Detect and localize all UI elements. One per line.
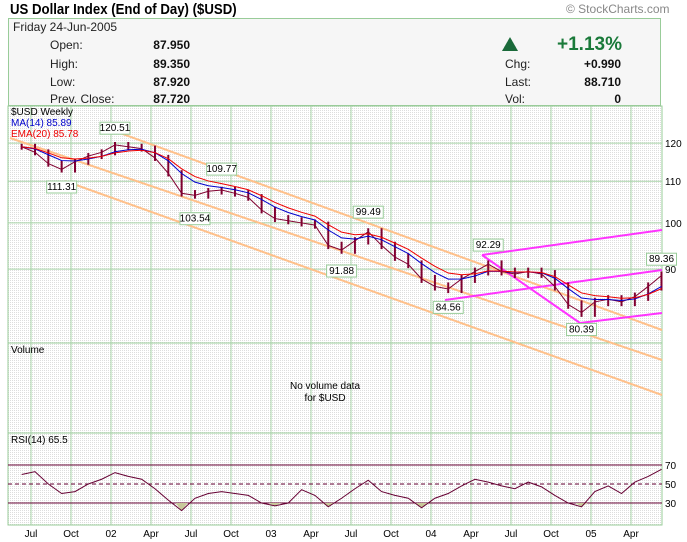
percent-change: +1.13%: [557, 34, 622, 55]
price-annotation-box: [432, 300, 464, 314]
volume-value: 0: [614, 92, 621, 106]
low-label: Low:: [50, 75, 76, 89]
volume-panel: [7, 342, 663, 434]
price-tick-label: 100: [665, 219, 682, 230]
rsi-line: [21, 468, 662, 512]
price-annotation-box: [646, 252, 678, 266]
x-tick-label: 03: [265, 529, 277, 540]
low-value: 87.920: [153, 75, 190, 89]
price-annotation-box: [179, 212, 211, 226]
trend-channel-line: [64, 180, 663, 396]
price-annotation: 92.29: [476, 240, 501, 251]
last-label: Last:: [505, 75, 532, 89]
rsi-oversold-fill: [415, 503, 428, 508]
chart-title: US Dollar Index (End of Day) ($USD): [10, 1, 237, 18]
ma-line: [21, 146, 662, 301]
open-label: Open:: [50, 38, 83, 52]
x-tick-label: Apr: [303, 529, 319, 540]
price-annotation: 91.88: [329, 266, 354, 277]
x-tick-label: Oct: [63, 529, 79, 540]
price-annotation: 89.36: [649, 254, 674, 265]
price-tick-label: 120: [665, 139, 682, 150]
x-tick-label: Oct: [223, 529, 239, 540]
pitchfork-line: [481, 254, 581, 324]
change-label: Chg:: [505, 57, 531, 71]
high-label: High:: [50, 57, 79, 71]
price-annotation-box: [472, 238, 504, 252]
price-annotation: 120.51: [100, 123, 131, 134]
x-tick-label: Jul: [505, 529, 518, 540]
x-tick-label: 05: [585, 529, 597, 540]
open-value: 87.950: [153, 38, 190, 52]
price-annotation-box: [352, 205, 384, 219]
no-volume-message-2: for $USD: [304, 393, 345, 404]
x-tick-label: Oct: [383, 529, 399, 540]
trend-channel-line: [9, 137, 663, 361]
no-volume-message: No volume data: [290, 381, 360, 392]
quote-date: Friday 24-Jun-2005: [13, 20, 118, 34]
x-tick-label: 04: [425, 529, 437, 540]
rsi-oversold-fill: [175, 503, 188, 511]
price-annotation: 99.49: [356, 207, 381, 218]
x-tick-label: Jul: [25, 529, 38, 540]
price-annotation-box: [206, 162, 238, 176]
prev-close-value: 87.720: [153, 92, 190, 106]
price-annotation: 84.56: [436, 302, 461, 313]
price-panel: [7, 105, 663, 344]
rsi-tick-label: 30: [665, 499, 677, 510]
price-annotation-box: [566, 323, 598, 337]
ema-line: [21, 146, 662, 299]
up-arrow-icon: [502, 37, 518, 51]
volume-panel-label: Volume: [11, 345, 45, 356]
price-annotation-box: [99, 121, 131, 135]
rsi-panel: [7, 432, 663, 526]
price-annotation-box: [326, 264, 358, 278]
volume-label: Vol:: [505, 92, 526, 106]
price-annotation-box: [46, 180, 78, 194]
rsi-tick-label: 70: [665, 461, 677, 472]
price-annotation: 80.39: [569, 325, 594, 336]
price-annotation: 111.31: [47, 182, 77, 193]
pitchfork-line: [481, 229, 663, 256]
pitchfork-line: [579, 312, 663, 324]
price-tick-label: 90: [665, 265, 677, 276]
x-tick-label: Jul: [345, 529, 358, 540]
high-value: 89.350: [153, 57, 190, 71]
price-line: [21, 144, 662, 314]
x-tick-label: Jul: [185, 529, 198, 540]
price-annotation: 109.77: [206, 164, 237, 175]
rsi-oversold-fill: [268, 503, 281, 506]
x-tick-label: Oct: [543, 529, 559, 540]
x-tick-label: Apr: [143, 529, 159, 540]
price-annotation: 103.54: [180, 214, 211, 225]
last-value: 88.710: [584, 75, 621, 89]
prev-close-label: Prev. Close:: [50, 92, 115, 106]
x-tick-label: 02: [105, 529, 117, 540]
rsi-tick-label: 50: [665, 480, 677, 491]
rsi-panel-label: RSI(14) 65.5: [11, 435, 68, 446]
x-tick-label: Apr: [623, 529, 639, 540]
x-tick-label: Apr: [463, 529, 479, 540]
change-value: +0.990: [583, 57, 621, 71]
price-panel-label: $USD Weekly: [11, 107, 73, 118]
price-tick-label: 110: [665, 177, 681, 188]
ema-legend: EMA(20) 85.78: [11, 129, 79, 140]
ma-legend: MA(14) 85.89: [11, 118, 72, 129]
copyright: © StockCharts.com: [566, 2, 670, 16]
